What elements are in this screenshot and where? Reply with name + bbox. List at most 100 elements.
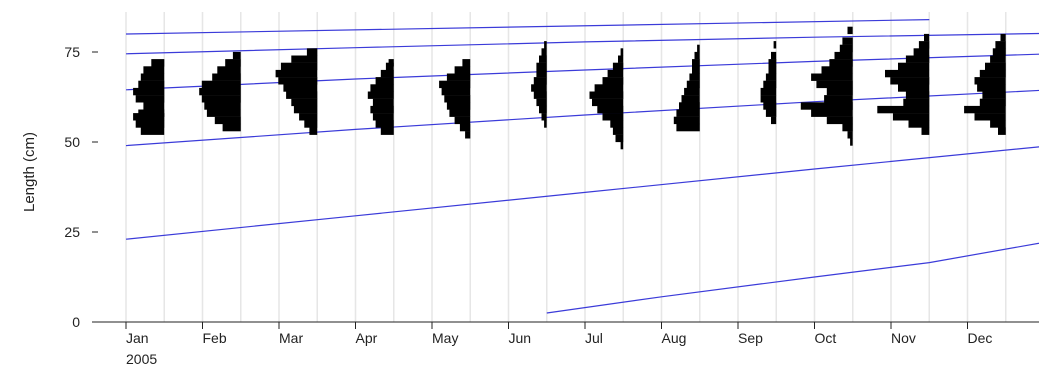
freq-bar-sep-66 bbox=[763, 80, 777, 89]
freq-bar-mar-53 bbox=[309, 127, 318, 135]
freq-bar-jun-65 bbox=[531, 84, 547, 92]
freq-bar-jul-55 bbox=[610, 120, 624, 128]
freq-bar-mar-59 bbox=[293, 105, 318, 114]
freq-bar-may-54 bbox=[459, 123, 471, 132]
freq-bar-jun-71 bbox=[536, 62, 547, 71]
freq-bar-apr-65 bbox=[370, 84, 394, 92]
freq-bar-aug-62 bbox=[681, 95, 700, 103]
freq-bar-apr-57 bbox=[372, 113, 394, 121]
freq-bar-mar-75 bbox=[306, 48, 318, 56]
freq-bar-oct-62 bbox=[824, 95, 853, 103]
freq-bar-apr-63 bbox=[367, 91, 394, 99]
freq-bar-jul-61 bbox=[592, 98, 624, 107]
freq-bar-sep-77 bbox=[773, 41, 777, 49]
freq-bar-mar-69 bbox=[275, 69, 318, 78]
freq-bar-jun-73 bbox=[539, 55, 547, 63]
freq-bar-feb-68 bbox=[212, 73, 241, 81]
y-axis-ticks: 0 25 50 75 bbox=[64, 44, 98, 330]
y-tick-label-50: 50 bbox=[64, 134, 80, 150]
freq-bar-nov-75 bbox=[913, 48, 930, 56]
freq-bar-may-58 bbox=[449, 109, 471, 117]
freq-bar-aug-56 bbox=[673, 116, 700, 125]
freq-bar-jul-59 bbox=[597, 105, 624, 114]
freq-bar-dec-79 bbox=[1000, 33, 1006, 42]
freq-bar-nov-59 bbox=[877, 105, 930, 114]
freq-bar-oct-64 bbox=[826, 87, 853, 96]
freq-bar-may-56 bbox=[454, 116, 471, 125]
freq-bar-oct-54 bbox=[842, 123, 853, 132]
freq-bar-dec-73 bbox=[990, 55, 1006, 63]
month-gridlines bbox=[125, 12, 1007, 322]
freq-bar-jun-75 bbox=[541, 48, 547, 56]
freq-bar-oct-74 bbox=[834, 51, 853, 60]
freq-bar-aug-68 bbox=[689, 73, 700, 81]
freq-bar-dec-65 bbox=[977, 84, 1006, 92]
freq-bar-oct-68 bbox=[811, 73, 853, 81]
freq-bar-dec-55 bbox=[990, 120, 1006, 128]
freq-bar-aug-72 bbox=[692, 59, 700, 67]
y-axis-title: Length (cm) bbox=[21, 132, 38, 212]
growth-curve-5 bbox=[125, 146, 1039, 240]
y-tick-label-75: 75 bbox=[64, 44, 80, 60]
freq-bar-dec-59 bbox=[964, 105, 1006, 114]
freq-bar-aug-58 bbox=[676, 109, 700, 117]
freq-bar-jul-65 bbox=[594, 84, 624, 92]
x-tick-label-mar: Mar bbox=[279, 330, 303, 346]
x-tick-label-feb: Feb bbox=[203, 330, 227, 346]
freq-bar-oct-70 bbox=[821, 66, 853, 74]
freq-bar-apr-69 bbox=[380, 69, 394, 78]
freq-bar-jan-68 bbox=[140, 73, 165, 81]
freq-bar-may-64 bbox=[441, 87, 471, 96]
freq-bar-jul-63 bbox=[589, 91, 624, 99]
freq-bar-jan-58 bbox=[138, 109, 165, 117]
freq-bar-jun-77 bbox=[544, 41, 547, 49]
freq-bar-jul-67 bbox=[602, 77, 624, 85]
freq-bar-feb-74 bbox=[232, 51, 241, 60]
freq-bar-aug-66 bbox=[686, 80, 700, 89]
freq-bar-sep-58 bbox=[765, 109, 777, 117]
freq-bar-apr-53 bbox=[380, 127, 394, 135]
freq-bar-nov-71 bbox=[898, 62, 930, 71]
freq-bar-jul-57 bbox=[602, 113, 624, 121]
freq-bar-nov-79 bbox=[924, 33, 930, 42]
freq-bar-dec-67 bbox=[974, 77, 1006, 85]
length-histograms bbox=[133, 26, 1006, 150]
freq-bar-jun-57 bbox=[541, 113, 547, 121]
freq-bar-oct-81 bbox=[847, 26, 853, 35]
growth-curve-6 bbox=[546, 242, 1039, 314]
freq-bar-dec-71 bbox=[985, 62, 1006, 71]
freq-bar-oct-66 bbox=[816, 80, 853, 89]
freq-bar-mar-67 bbox=[278, 77, 318, 85]
freq-bar-sep-56 bbox=[771, 116, 777, 125]
freq-bar-jun-59 bbox=[539, 105, 547, 114]
freq-bar-mar-73 bbox=[291, 55, 318, 63]
freq-bar-sep-72 bbox=[768, 59, 777, 67]
freq-bar-may-66 bbox=[439, 80, 471, 89]
freq-bar-feb-60 bbox=[204, 102, 241, 110]
freq-bar-jan-62 bbox=[135, 95, 165, 103]
freq-bar-dec-61 bbox=[979, 98, 1006, 107]
y-tick-label-25: 25 bbox=[64, 224, 80, 240]
freq-bar-jan-66 bbox=[138, 80, 165, 89]
freq-bar-may-70 bbox=[454, 66, 471, 74]
freq-bar-sep-68 bbox=[765, 73, 777, 81]
freq-bar-nov-65 bbox=[898, 84, 930, 92]
freq-bar-jan-53 bbox=[140, 127, 165, 135]
freq-bar-sep-64 bbox=[760, 87, 777, 96]
freq-bar-nov-73 bbox=[905, 55, 930, 63]
freq-bar-jan-72 bbox=[151, 59, 165, 67]
freq-bar-oct-56 bbox=[826, 116, 853, 125]
freq-bar-nov-77 bbox=[918, 41, 930, 49]
freq-bar-aug-64 bbox=[684, 87, 700, 96]
year-label: 2005 bbox=[126, 351, 157, 367]
freq-bar-sep-60 bbox=[763, 102, 777, 110]
freq-bar-jan-55 bbox=[135, 120, 165, 128]
growth-curve-4 bbox=[125, 89, 1039, 147]
freq-bar-jun-69 bbox=[536, 69, 547, 78]
freq-bar-mar-57 bbox=[299, 113, 318, 121]
freq-bar-feb-64 bbox=[199, 87, 241, 96]
freq-bar-jun-63 bbox=[533, 91, 547, 99]
freq-bar-feb-72 bbox=[225, 59, 241, 67]
freq-bar-feb-56 bbox=[214, 116, 241, 125]
x-tick-label-apr: Apr bbox=[356, 330, 378, 346]
